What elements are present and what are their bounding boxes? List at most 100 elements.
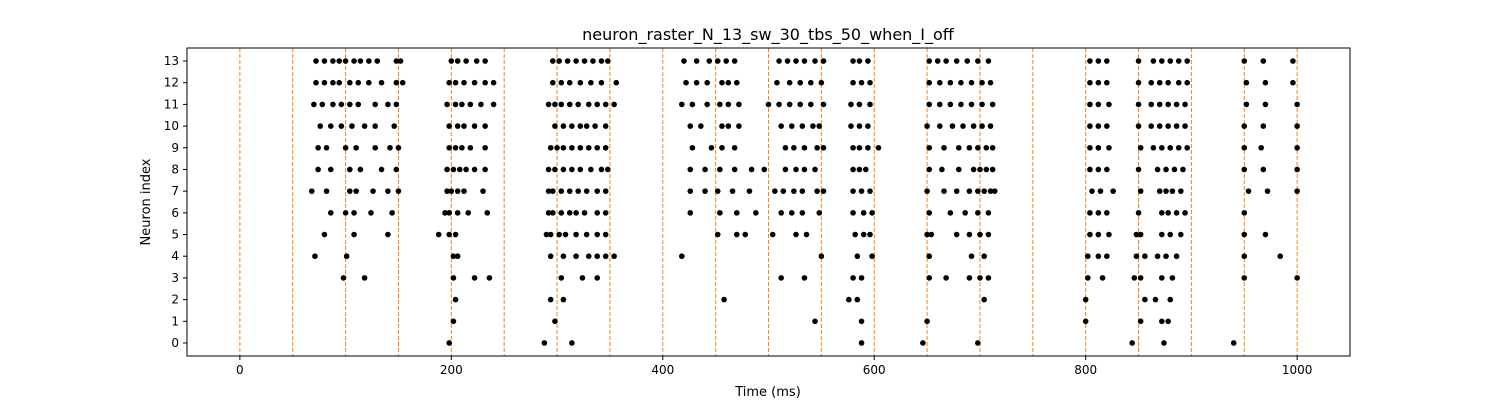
spike-point xyxy=(1277,253,1284,260)
spike-point xyxy=(598,79,605,86)
spike-point xyxy=(454,253,461,260)
spike-point xyxy=(1156,123,1163,129)
y-axis-label: Neuron index xyxy=(139,158,154,245)
spike-point xyxy=(1163,253,1169,260)
spike-point xyxy=(473,58,480,64)
spike-point xyxy=(956,144,962,151)
spike-point xyxy=(581,210,588,216)
spike-point xyxy=(611,101,617,108)
spike-point xyxy=(1294,188,1300,194)
spike-point xyxy=(926,58,933,64)
spike-point xyxy=(347,166,353,173)
spike-point xyxy=(983,144,990,151)
spike-point xyxy=(953,231,960,238)
spike-point xyxy=(706,58,713,64)
spike-point xyxy=(850,79,856,86)
plot-frame xyxy=(186,47,1351,357)
spike-point xyxy=(778,275,784,281)
spike-point xyxy=(714,231,721,238)
spike-point xyxy=(989,166,996,173)
spike-point xyxy=(351,58,357,64)
spike-point xyxy=(602,210,609,216)
spike-point xyxy=(856,144,863,151)
spike-point xyxy=(602,188,609,194)
spike-point xyxy=(385,188,391,194)
spike-point xyxy=(858,275,865,281)
spike-point xyxy=(1167,58,1174,64)
spike-point xyxy=(1165,210,1171,216)
spike-point xyxy=(936,123,943,129)
spike-point xyxy=(985,231,992,238)
spike-point xyxy=(987,188,994,194)
spike-point xyxy=(797,101,804,108)
spike-point xyxy=(1137,318,1144,325)
spike-point xyxy=(985,210,992,216)
spike-point xyxy=(330,79,336,86)
spike-point xyxy=(342,210,349,216)
spike-point xyxy=(366,58,372,64)
spike-point xyxy=(786,79,793,86)
spike-point xyxy=(558,275,565,281)
spike-point xyxy=(867,231,873,238)
spike-point xyxy=(774,79,780,86)
spike-point xyxy=(936,79,943,86)
spike-point xyxy=(482,166,488,173)
spike-point xyxy=(687,123,694,129)
spike-point xyxy=(947,101,954,108)
spike-point xyxy=(867,79,873,86)
spike-point xyxy=(471,166,478,173)
spike-point xyxy=(687,166,694,173)
spike-point xyxy=(731,166,738,173)
spike-point xyxy=(742,231,749,238)
y-tick-label: 2 xyxy=(171,293,179,307)
spike-point xyxy=(319,101,326,108)
spike-point xyxy=(569,144,575,151)
spike-point xyxy=(611,253,617,260)
spike-point xyxy=(983,166,990,173)
spike-point xyxy=(484,210,491,216)
spike-point xyxy=(1135,79,1142,86)
spike-point xyxy=(351,231,357,238)
spike-point xyxy=(547,253,554,260)
spike-point xyxy=(717,101,723,108)
spike-point xyxy=(340,275,347,281)
spike-point xyxy=(693,58,700,64)
spike-point xyxy=(368,210,374,216)
spike-point xyxy=(807,101,814,108)
spike-point xyxy=(1106,144,1112,151)
spike-point xyxy=(769,231,776,238)
spike-point xyxy=(858,340,865,346)
spike-point xyxy=(349,123,355,129)
spike-point xyxy=(801,166,808,173)
spike-point xyxy=(989,144,996,151)
spike-point xyxy=(1159,275,1165,281)
spike-point xyxy=(1159,231,1165,238)
spike-point xyxy=(566,210,573,216)
spike-point xyxy=(1182,101,1188,108)
spike-point xyxy=(1294,144,1300,151)
spike-point xyxy=(577,123,584,129)
spike-point xyxy=(782,144,789,151)
spike-point xyxy=(594,253,601,260)
spike-point xyxy=(719,123,725,129)
spike-point xyxy=(454,123,461,129)
spike-point xyxy=(583,123,590,129)
spike-point xyxy=(393,101,400,108)
spike-point xyxy=(854,296,861,303)
spike-point xyxy=(1087,166,1093,173)
spike-point xyxy=(552,318,558,325)
spike-point xyxy=(702,166,708,173)
spike-point xyxy=(776,58,782,64)
spike-point xyxy=(926,210,933,216)
spike-point xyxy=(594,275,601,281)
spike-point xyxy=(1241,166,1248,173)
spike-point xyxy=(357,166,364,173)
spike-point xyxy=(820,101,827,108)
spike-point xyxy=(581,58,588,64)
spike-point xyxy=(1260,166,1267,173)
spike-point xyxy=(1159,210,1165,216)
spike-point xyxy=(1087,79,1093,86)
y-tick-label: 1 xyxy=(171,314,179,328)
spike-point xyxy=(590,58,596,64)
spike-point xyxy=(1163,188,1169,194)
